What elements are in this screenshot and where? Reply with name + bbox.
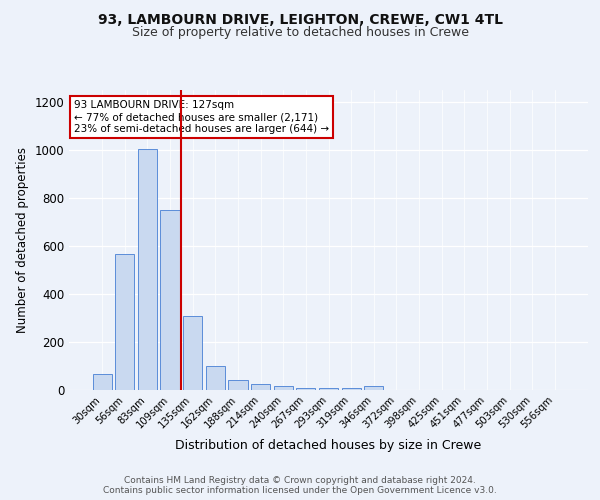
Bar [115, 254, 134, 390]
Bar [274, 386, 293, 390]
Bar [229, 380, 248, 390]
Bar [92, 374, 112, 390]
Y-axis label: Number of detached properties: Number of detached properties [16, 147, 29, 333]
Bar [319, 388, 338, 390]
Bar [138, 149, 157, 390]
Text: Size of property relative to detached houses in Crewe: Size of property relative to detached ho… [131, 26, 469, 39]
Bar [251, 384, 270, 390]
Text: 93, LAMBOURN DRIVE, LEIGHTON, CREWE, CW1 4TL: 93, LAMBOURN DRIVE, LEIGHTON, CREWE, CW1… [97, 12, 503, 26]
Text: 93 LAMBOURN DRIVE: 127sqm
← 77% of detached houses are smaller (2,171)
23% of se: 93 LAMBOURN DRIVE: 127sqm ← 77% of detac… [74, 100, 329, 134]
Bar [183, 316, 202, 390]
X-axis label: Distribution of detached houses by size in Crewe: Distribution of detached houses by size … [175, 439, 482, 452]
Bar [206, 366, 225, 390]
Bar [160, 210, 180, 390]
Bar [296, 388, 316, 390]
Text: Contains HM Land Registry data © Crown copyright and database right 2024.
Contai: Contains HM Land Registry data © Crown c… [103, 476, 497, 495]
Bar [364, 386, 383, 390]
Bar [341, 388, 361, 390]
